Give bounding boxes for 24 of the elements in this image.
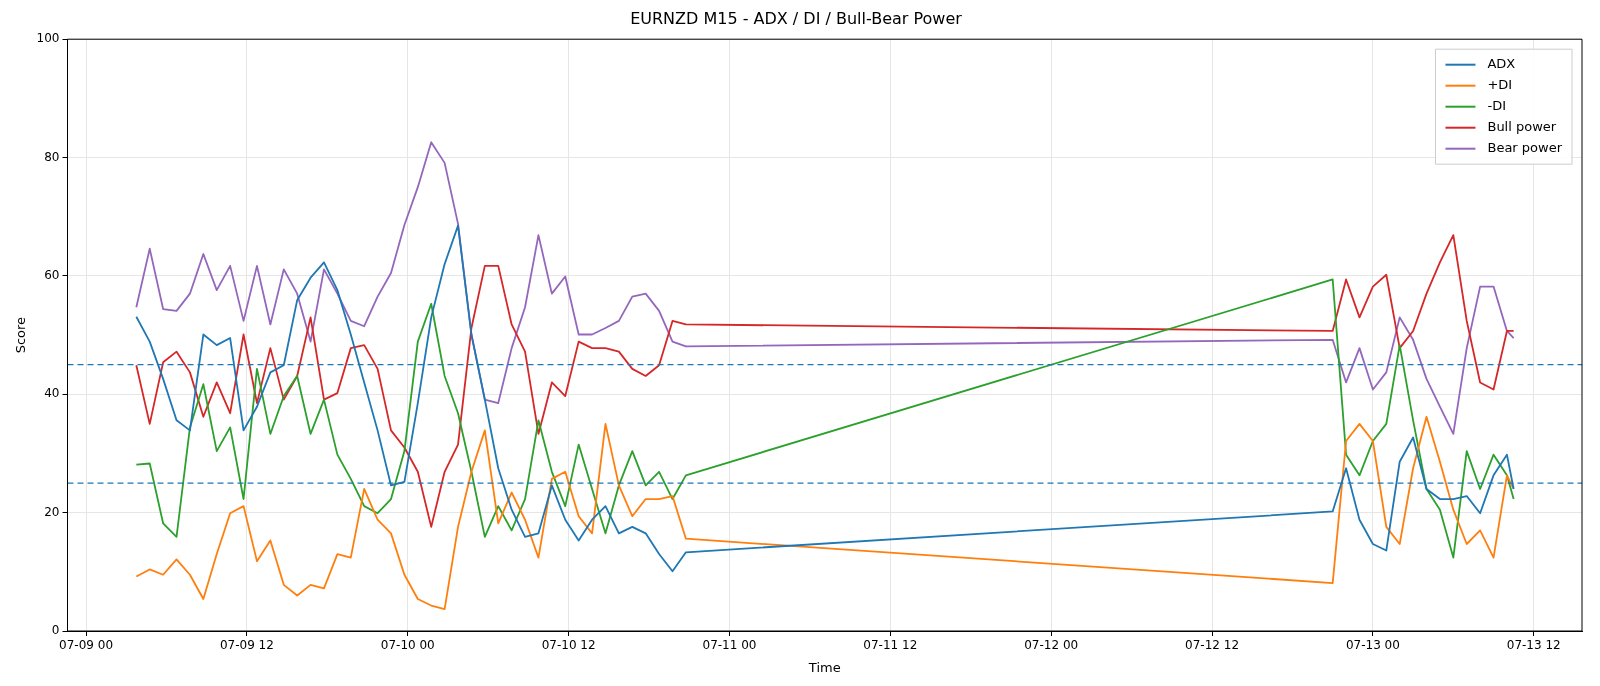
y-tick-label: 0 xyxy=(51,623,60,638)
x-tick-label: 07-10 00 xyxy=(380,638,435,653)
x-axis-title: Time xyxy=(807,659,841,675)
y-axis-title: Score xyxy=(13,316,29,354)
legend-label: Bear power xyxy=(1487,140,1563,156)
legend-label: Bull power xyxy=(1487,119,1557,135)
x-tick-label: 07-09 00 xyxy=(59,638,114,653)
y-tick-label: 60 xyxy=(44,268,60,283)
y-tick-label: 40 xyxy=(44,386,60,401)
x-tick-label: 07-13 00 xyxy=(1345,638,1400,653)
x-tick-label: 07-12 12 xyxy=(1185,638,1240,653)
legend-label: ADX xyxy=(1487,56,1516,72)
chart-title: EURNZD M15 - ADX / DI / Bull-Bear Power xyxy=(630,8,963,28)
x-tick-label: 07-11 12 xyxy=(863,638,918,653)
y-tick-label: 100 xyxy=(36,31,60,46)
legend-label: +DI xyxy=(1487,77,1513,93)
x-tick-label: 07-11 00 xyxy=(702,638,757,653)
legend-label: -DI xyxy=(1487,98,1507,114)
y-tick-label: 80 xyxy=(44,149,60,164)
y-tick-label: 20 xyxy=(44,504,60,519)
x-tick-label: 07-10 12 xyxy=(541,638,596,653)
x-tick-label: 07-12 00 xyxy=(1024,638,1079,653)
x-tick-label: 07-09 12 xyxy=(219,638,274,653)
x-tick-label: 07-13 12 xyxy=(1506,638,1561,653)
